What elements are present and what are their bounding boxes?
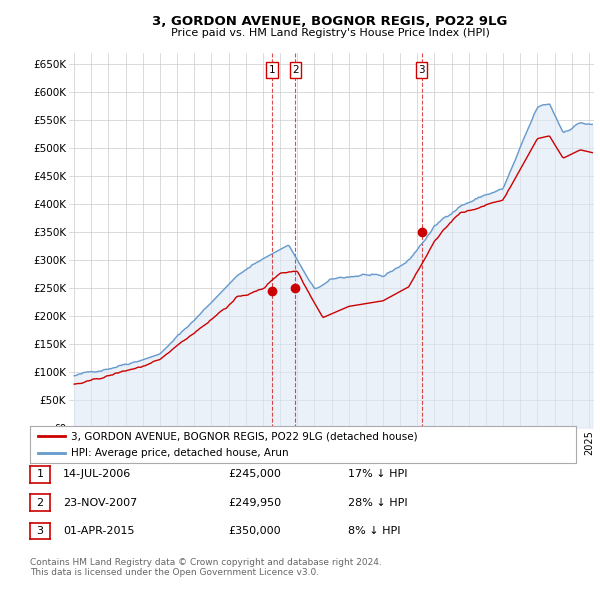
Text: 2: 2 bbox=[37, 498, 43, 507]
Text: 3: 3 bbox=[418, 65, 425, 75]
Text: 23-NOV-2007: 23-NOV-2007 bbox=[63, 498, 137, 507]
Text: 14-JUL-2006: 14-JUL-2006 bbox=[63, 470, 131, 479]
Text: Price paid vs. HM Land Registry's House Price Index (HPI): Price paid vs. HM Land Registry's House … bbox=[170, 28, 490, 38]
Text: 1: 1 bbox=[269, 65, 275, 75]
Text: £350,000: £350,000 bbox=[228, 526, 281, 536]
Text: HPI: Average price, detached house, Arun: HPI: Average price, detached house, Arun bbox=[71, 448, 289, 458]
Text: 3, GORDON AVENUE, BOGNOR REGIS, PO22 9LG: 3, GORDON AVENUE, BOGNOR REGIS, PO22 9LG bbox=[152, 15, 508, 28]
Text: 01-APR-2015: 01-APR-2015 bbox=[63, 526, 134, 536]
Text: £249,950: £249,950 bbox=[228, 498, 281, 507]
Text: £245,000: £245,000 bbox=[228, 470, 281, 479]
Text: Contains HM Land Registry data © Crown copyright and database right 2024.
This d: Contains HM Land Registry data © Crown c… bbox=[30, 558, 382, 577]
Text: 1: 1 bbox=[37, 470, 43, 479]
Text: 17% ↓ HPI: 17% ↓ HPI bbox=[348, 470, 407, 479]
Text: 3, GORDON AVENUE, BOGNOR REGIS, PO22 9LG (detached house): 3, GORDON AVENUE, BOGNOR REGIS, PO22 9LG… bbox=[71, 431, 418, 441]
Text: 2: 2 bbox=[292, 65, 299, 75]
Text: 3: 3 bbox=[37, 526, 43, 536]
Text: 8% ↓ HPI: 8% ↓ HPI bbox=[348, 526, 401, 536]
Text: 28% ↓ HPI: 28% ↓ HPI bbox=[348, 498, 407, 507]
